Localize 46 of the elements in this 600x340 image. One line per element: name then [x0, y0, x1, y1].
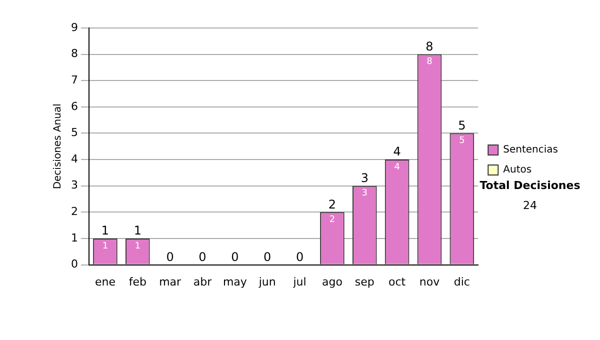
x-tick-label: nov: [419, 275, 440, 288]
total-label: 0: [166, 250, 174, 264]
data-label: 8: [426, 57, 433, 68]
data-label: 3: [362, 188, 368, 199]
x-tick-label: jun: [258, 275, 276, 288]
total-label: 5: [458, 118, 466, 132]
x-tick-label: ago: [322, 275, 343, 288]
data-label: 5: [459, 136, 465, 146]
x-tick-label: abr: [193, 275, 212, 288]
y-axis-title: Decisiones Anual: [52, 104, 64, 190]
x-tick-label: may: [222, 275, 248, 288]
data-label: 1: [102, 241, 108, 252]
y-tick-label: 9: [71, 20, 78, 34]
total-label: 4: [393, 144, 401, 159]
data-label: 2: [329, 215, 336, 226]
y-tick-label: 8: [71, 47, 78, 60]
total-label: 1: [101, 224, 110, 238]
legend-label: Sentencias: [503, 144, 558, 156]
x-tick-label: dic: [454, 275, 470, 288]
x-tick-label: sep: [354, 275, 374, 288]
total-label: 8: [426, 39, 434, 54]
data-label: 4: [394, 162, 400, 172]
y-tick-label: 7: [71, 73, 78, 86]
total-label: 1: [134, 224, 142, 238]
y-tick-label: 6: [71, 100, 78, 113]
total-label: 0: [264, 250, 272, 264]
y-tick-label: 5: [71, 126, 78, 140]
y-tick-label: 4: [71, 152, 78, 166]
y-tick-label: 3: [71, 178, 78, 192]
text: 24: [523, 198, 537, 212]
x-tick-label: feb: [128, 275, 146, 288]
x-tick-label: jul: [292, 275, 306, 288]
x-tick-label: oct: [388, 275, 406, 288]
data-label: 1: [134, 241, 141, 252]
total-label: 3: [360, 170, 368, 185]
total-label: 0: [231, 250, 239, 264]
y-tick-label: 0: [71, 258, 78, 271]
total-label: 0: [198, 250, 206, 264]
total-label: 0: [296, 250, 304, 264]
total-label: 2: [328, 197, 336, 212]
x-tick-label: mar: [159, 275, 182, 288]
x-tick-label: ene: [94, 275, 116, 288]
y-tick-label: 1: [71, 231, 78, 244]
legend-label: Autos: [503, 164, 532, 176]
text: Total Decisiones: [480, 178, 581, 192]
y-tick-label: 2: [71, 205, 78, 218]
